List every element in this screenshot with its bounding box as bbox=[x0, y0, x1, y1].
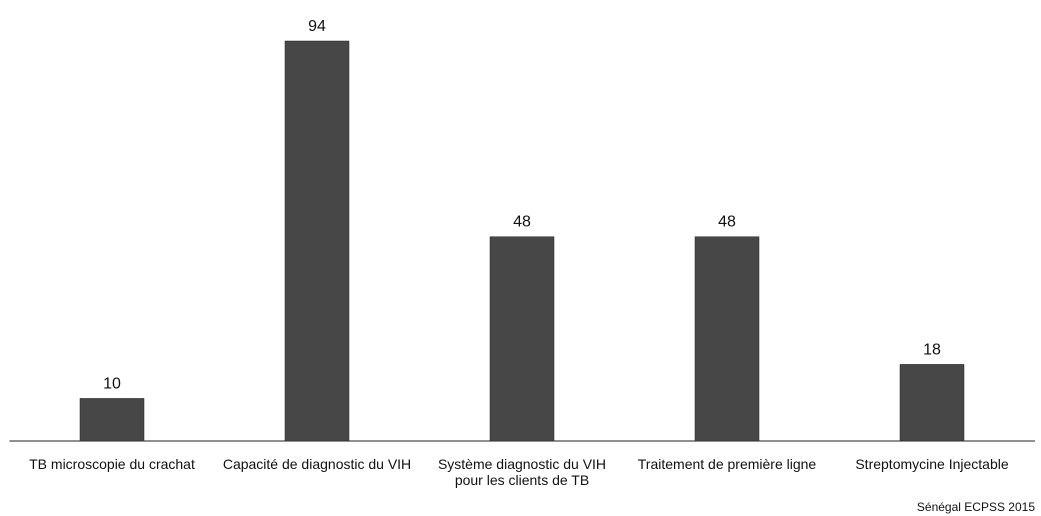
value-label: 18 bbox=[923, 341, 941, 358]
x-tick-label: Capacité de diagnostic du VIH bbox=[222, 456, 412, 472]
bar bbox=[79, 398, 145, 442]
bar bbox=[489, 236, 555, 442]
x-tick-label: TB microscopie du crachat bbox=[29, 456, 195, 472]
source-note: Sénégal ECPSS 2015 bbox=[916, 500, 1035, 514]
value-label: 10 bbox=[103, 375, 121, 392]
value-label: 48 bbox=[718, 214, 736, 231]
bar bbox=[694, 236, 760, 442]
value-label: 48 bbox=[513, 214, 531, 231]
x-tick-label: Streptomycine Injectable bbox=[855, 456, 1009, 472]
x-tick-label: Traitement de première ligne bbox=[637, 456, 817, 472]
x-tick-label: Système diagnostic du VIH pour les clien… bbox=[437, 456, 607, 488]
value-label: 94 bbox=[308, 18, 326, 35]
bar bbox=[284, 40, 350, 442]
bar bbox=[899, 364, 965, 442]
